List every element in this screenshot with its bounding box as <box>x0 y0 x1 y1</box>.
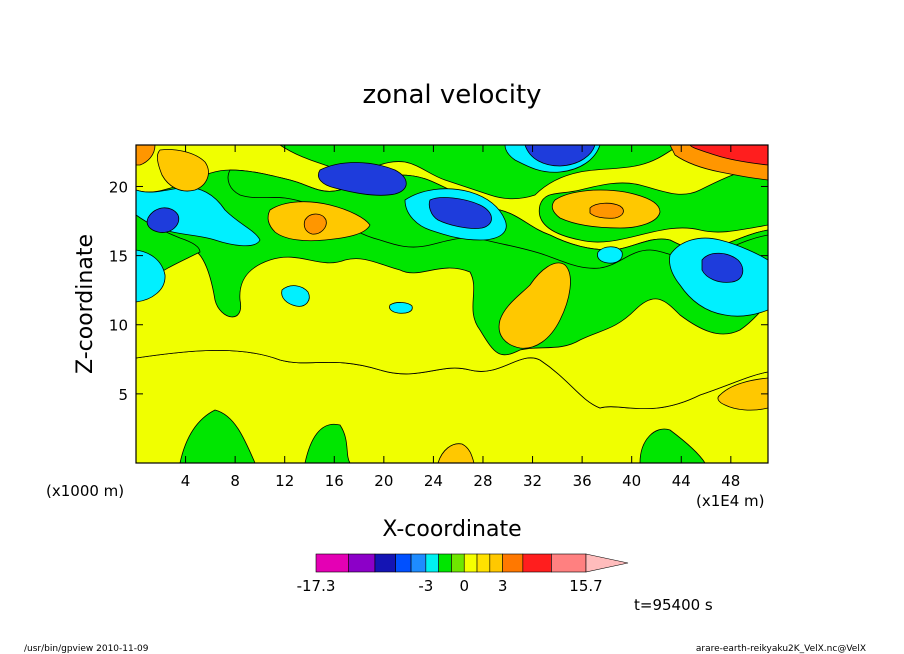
colorbar-segment <box>315 553 349 573</box>
region-cyan-left-mid <box>136 249 166 303</box>
colorbar-segment <box>463 553 478 573</box>
colorbar-segment <box>551 553 587 573</box>
plot-frame <box>135 144 769 464</box>
colorbar-label: 0 <box>459 577 469 595</box>
colorbar-segment <box>489 553 503 573</box>
region-blue-center <box>428 197 492 229</box>
region-green-bottom <box>179 409 256 463</box>
region-amber-bottom-center <box>437 443 475 463</box>
colorbar-segment <box>348 553 376 573</box>
region-amber-top-left <box>156 149 209 192</box>
chart-title: zonal velocity <box>362 80 541 110</box>
region-orange-right-upper <box>589 202 624 219</box>
region-green-bottom-2 <box>304 423 351 463</box>
colorbar-label: 3 <box>498 577 508 595</box>
colorbar-label: -3 <box>418 577 433 595</box>
x-tick-label: 12 <box>275 472 294 490</box>
footer-right: arare-earth-reikyaku2K_VelX.nc@VelX <box>696 644 866 654</box>
region-cyan-small-center <box>389 302 413 314</box>
x-tick-label: 16 <box>325 472 344 490</box>
x-tick-label: 24 <box>424 472 443 490</box>
colorbar-label: 15.7 <box>569 577 602 595</box>
x-unit-right: (x1E4 m) <box>696 492 765 510</box>
colorbar-segment <box>410 553 427 573</box>
x-tick-label: 32 <box>523 472 542 490</box>
x-tick-label: 4 <box>181 472 191 490</box>
colorbar-segment <box>425 553 439 573</box>
x-tick-label: 28 <box>473 472 492 490</box>
colorbar-segment <box>438 553 452 573</box>
region-green-bottom-3 <box>639 428 706 463</box>
y-tick-label: 20 <box>109 178 128 196</box>
x-unit-left: (x1000 m) <box>46 482 124 500</box>
region-orange-top-left <box>136 145 156 166</box>
x-tick-label: 20 <box>374 472 393 490</box>
time-label: t=95400 s <box>634 596 713 614</box>
y-tick-label: 5 <box>118 386 128 404</box>
colorbar-label: -17.3 <box>297 577 336 595</box>
x-tick-label: 44 <box>672 472 691 490</box>
colorbar-segment <box>451 553 465 573</box>
region-amber-bottom-right <box>717 377 768 411</box>
region-orange-upper-center <box>303 213 327 235</box>
region-blue-left <box>146 207 180 233</box>
colorbar-segment <box>374 553 396 573</box>
colorbar: -17.3 -3 0 3 15.7 <box>297 553 629 595</box>
x-tick-label: 48 <box>721 472 740 490</box>
x-axis-label: X-coordinate <box>382 517 521 542</box>
x-tick-label: 36 <box>573 472 592 490</box>
y-tick-label: 10 <box>109 317 128 335</box>
region-cyan-small-left <box>281 285 310 307</box>
colorbar-extend-arrow <box>585 553 629 573</box>
x-tick-label: 40 <box>622 472 641 490</box>
region-blue-right <box>701 252 744 283</box>
region-blue-center-upper <box>318 162 407 196</box>
region-red-top-right <box>689 145 768 166</box>
region-cyan-small-right <box>597 246 623 264</box>
y-axis-label: Z-coordinate <box>73 234 98 374</box>
region-amber-center-lower <box>498 262 571 349</box>
x-tick-label: 8 <box>230 472 240 490</box>
y-tick-label: 15 <box>109 248 128 266</box>
footer-left: /usr/bin/gpview 2010-11-09 <box>24 644 149 654</box>
colorbar-segment <box>476 553 491 573</box>
contour-field <box>136 145 768 463</box>
colorbar-segment <box>395 553 412 573</box>
colorbar-segment <box>522 553 552 573</box>
colorbar-segment <box>502 553 524 573</box>
region-blue-top <box>524 145 596 167</box>
